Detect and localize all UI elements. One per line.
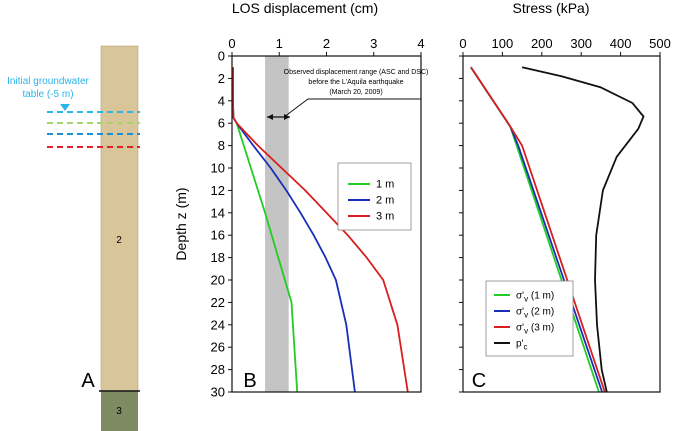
range-arrow-right-icon	[284, 114, 290, 120]
soil-layer-3	[101, 391, 138, 431]
panel-b-legend	[337, 162, 412, 231]
series-line-4	[521, 66, 645, 393]
panel-c-label: C	[472, 370, 486, 392]
y-tick-label: 24	[211, 317, 225, 332]
legend-label: σ'v (2 m)	[516, 307, 554, 320]
layer-2-label: 2	[116, 235, 122, 246]
legend-label: 3 m	[376, 211, 394, 223]
annotation-line-1: Observed displacement range (ASC and DSC…	[284, 69, 429, 76]
x-tick-label: 300	[570, 36, 592, 51]
panel-b-label: B	[243, 370, 256, 392]
legend-label: p'c	[516, 339, 527, 352]
panel-b-series	[231, 67, 409, 393]
series-line-3	[470, 66, 606, 393]
y-tick-label: 16	[211, 228, 225, 243]
legend-label: σ'v (3 m)	[516, 323, 554, 336]
panel-b-title: LOS displacement (cm)	[232, 0, 378, 16]
annotation-line-3: (March 20, 2009)	[329, 89, 382, 96]
groundwater-label-line1: Initial groundwater	[7, 76, 89, 87]
observed-range-shading	[265, 56, 289, 392]
x-tick-label: 4	[417, 36, 424, 51]
panel-a-label: A	[81, 370, 95, 392]
panel-c-series	[470, 66, 645, 393]
y-tick-label: 22	[211, 295, 225, 310]
panel-b-legend-entries: 1 m 2 m 3 m	[348, 179, 394, 223]
x-tick-label: 100	[492, 36, 514, 51]
y-tick-label: 0	[218, 49, 225, 64]
panel-c: Stress (kPa) 0 100 200 300 400 500 C σ'v (1 m…	[459, 0, 671, 393]
y-tick-label: 26	[211, 340, 225, 355]
water-table-triangle-icon	[60, 104, 70, 111]
y-tick-label: 28	[211, 362, 225, 377]
y-tick-label: 12	[211, 183, 225, 198]
panel-c-legend-entries: σ'v (1 m) σ'v (2 m) σ'v (3 m) p'c	[494, 291, 554, 352]
y-tick-label: 20	[211, 273, 225, 288]
legend-label: 1 m	[376, 179, 394, 191]
panel-a: 2 3 A Initial groundwater table (-5 m)	[7, 45, 140, 431]
x-tick-label: 2	[323, 36, 330, 51]
panel-b: LOS displacement (cm) 0 1 2 3 40246810121416…	[173, 0, 428, 400]
range-arrow-left-icon	[267, 114, 273, 120]
legend-label: 2 m	[376, 195, 394, 207]
y-tick-label: 6	[218, 116, 225, 131]
annotation-leader-line	[283, 98, 421, 118]
panel-b-ylabel: Depth z (m)	[173, 187, 189, 260]
soil-column-layer-2	[101, 46, 138, 391]
x-tick-label: 1	[276, 36, 283, 51]
y-tick-label: 10	[211, 161, 225, 176]
legend-label: σ'v (1 m)	[516, 291, 554, 304]
y-tick-label: 18	[211, 250, 225, 265]
x-tick-label: 200	[531, 36, 553, 51]
y-tick-label: 4	[218, 93, 225, 108]
x-tick-label: 400	[610, 36, 632, 51]
panel-c-frame	[462, 55, 661, 393]
y-tick-label: 8	[218, 138, 225, 153]
series-line-3	[231, 67, 409, 393]
x-tick-label: 0	[228, 36, 235, 51]
panel-c-title: Stress (kPa)	[512, 0, 589, 16]
groundwater-label-line2: table (-5 m)	[22, 89, 73, 100]
y-tick-label: 14	[211, 205, 225, 220]
y-tick-label: 2	[218, 71, 225, 86]
layer-3-label: 3	[116, 406, 122, 417]
y-tick-label: 30	[211, 385, 225, 400]
x-tick-label: 3	[370, 36, 377, 51]
x-tick-label: 0	[459, 36, 466, 51]
x-tick-label: 500	[649, 36, 671, 51]
annotation-line-2: before the L'Aquila earthquake	[308, 79, 403, 86]
panel-c-ticks: 0 100 200 300 400 500	[459, 36, 671, 393]
